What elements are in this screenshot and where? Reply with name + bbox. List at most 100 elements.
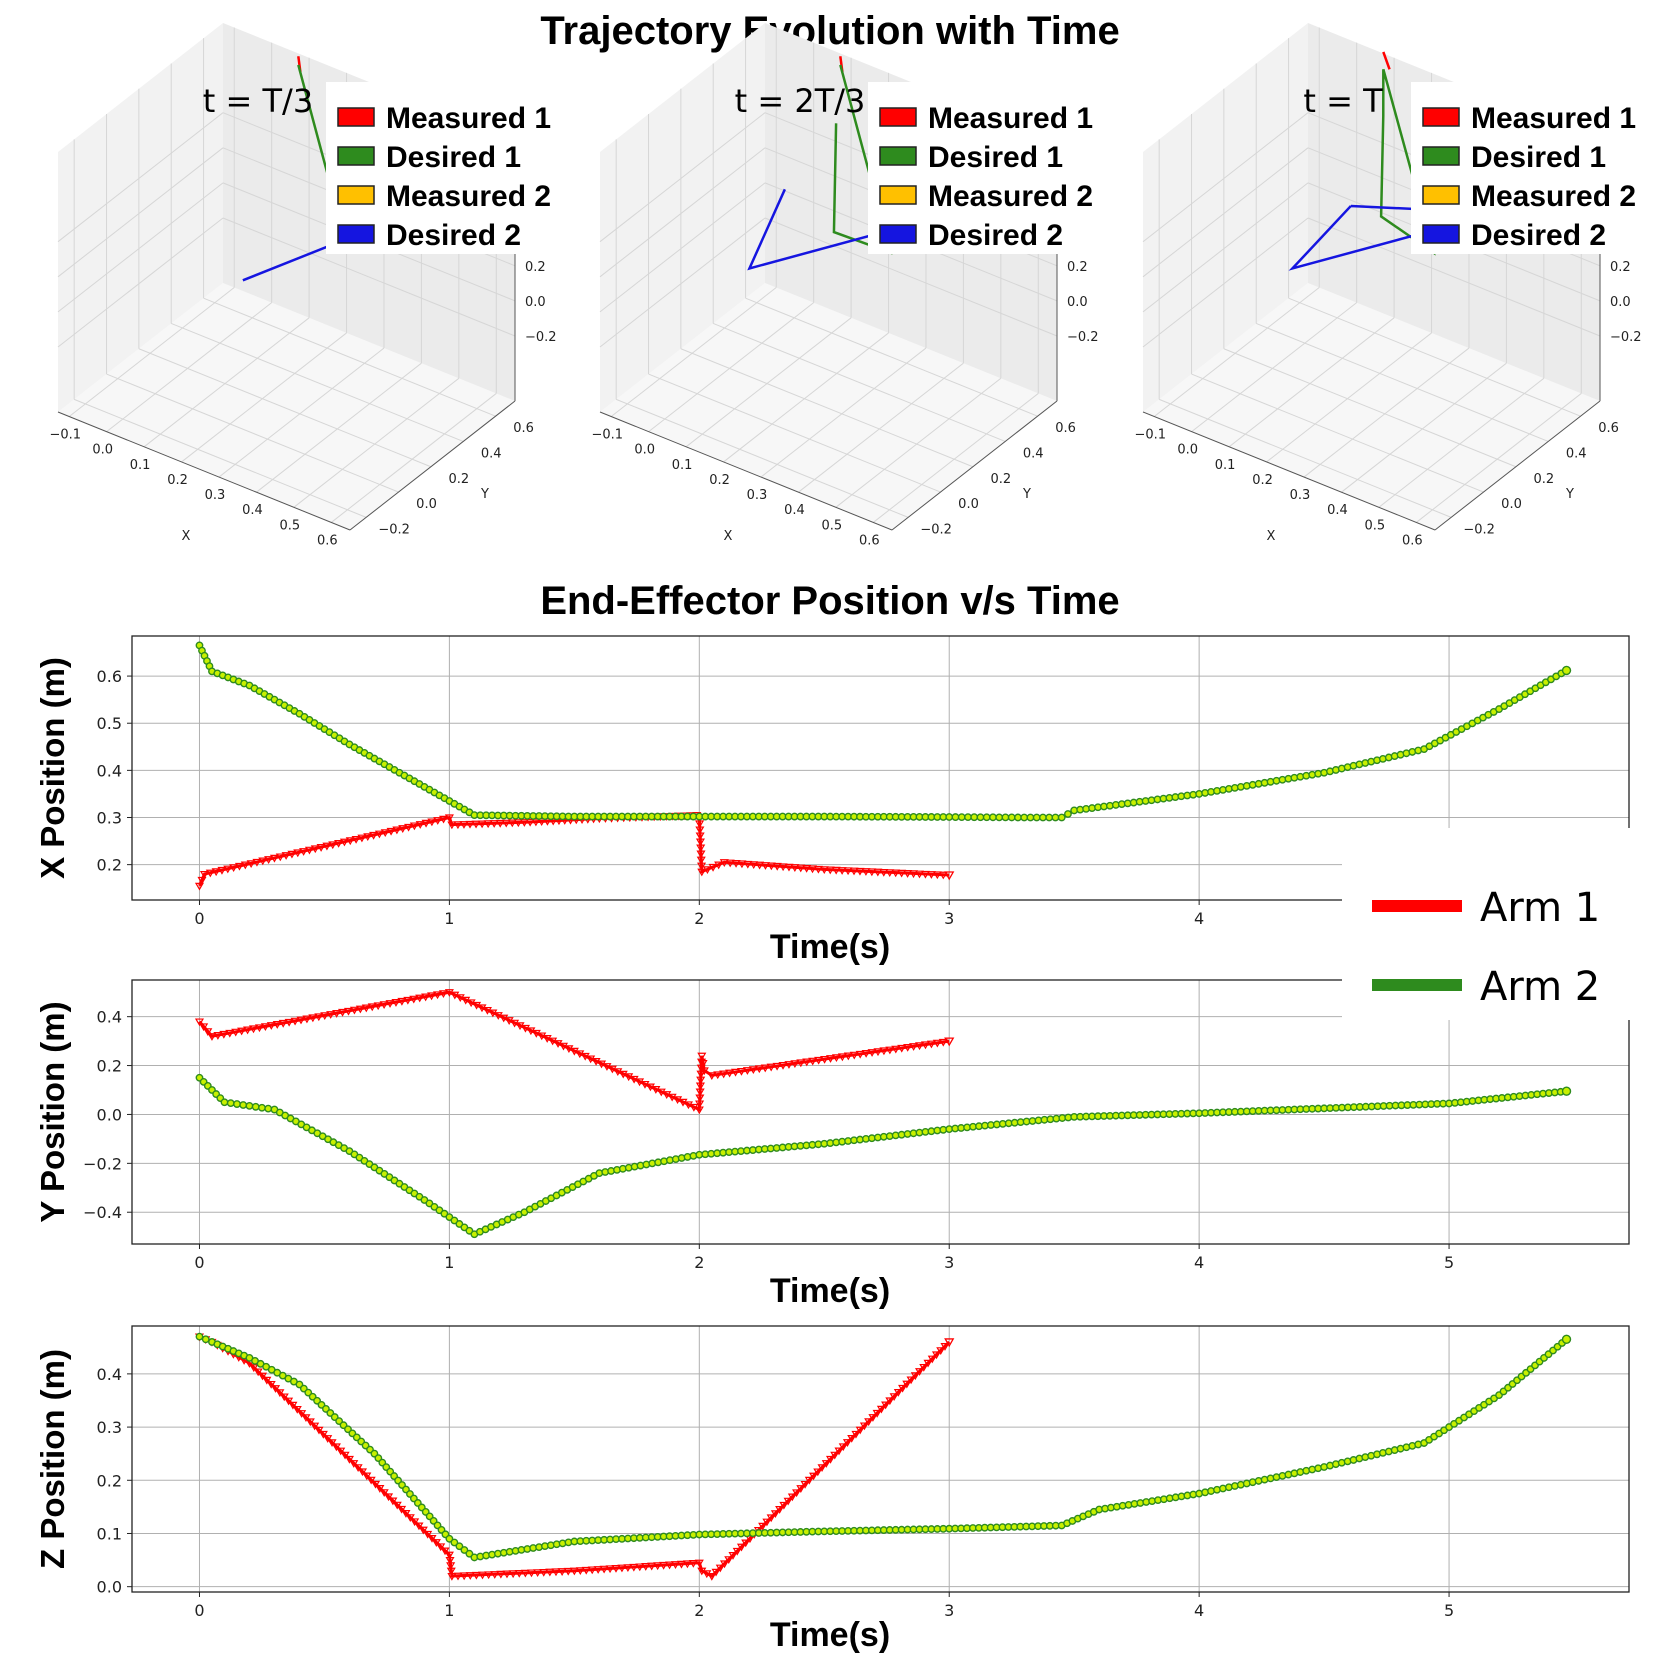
arm1-marker <box>641 1563 651 1571</box>
arm1-marker <box>908 870 919 879</box>
arm1-marker <box>745 1535 755 1544</box>
panel-title: t = T <box>1303 82 1383 120</box>
z-tick-label: 0.2 <box>1610 260 1631 275</box>
x-tick-label: −0.1 <box>49 428 81 443</box>
y-tick-label: 0.4 <box>97 1008 122 1027</box>
arm1-marker <box>551 1568 561 1577</box>
y-tick-label: 0.0 <box>97 1105 122 1124</box>
arm1-marker <box>225 1029 235 1038</box>
arm1-marker <box>339 838 349 847</box>
arm1-marker <box>893 1389 903 1397</box>
arm1-marker <box>699 1067 709 1076</box>
arm1-marker <box>725 1069 735 1078</box>
arm1-marker <box>465 820 475 829</box>
arm2-marker <box>951 813 960 821</box>
z-tick-label: 0.0 <box>1610 295 1631 310</box>
x-tick-label: 5 <box>1444 1253 1454 1272</box>
arm1-marker <box>659 1561 669 1570</box>
x-tick-label: 0.5 <box>280 518 301 533</box>
plot-area <box>132 980 1629 1244</box>
arm1-marker <box>304 846 314 855</box>
y-tick-label: −0.2 <box>1463 522 1495 537</box>
arm2-marker <box>1026 813 1035 822</box>
arm2-marker <box>460 1546 469 1554</box>
arm1-marker <box>514 1570 524 1578</box>
arm1-marker <box>427 818 437 827</box>
arm1-marker <box>284 1018 294 1027</box>
arm1-marker <box>380 829 390 838</box>
arm1-marker <box>427 992 437 1001</box>
arm1-marker <box>665 1561 675 1570</box>
arm1-marker <box>715 1564 725 1573</box>
x-tick-label: 0.4 <box>784 503 805 518</box>
arm1-marker <box>743 860 753 869</box>
x-tick-label: 0.1 <box>1215 458 1236 473</box>
arm1-marker <box>447 821 457 830</box>
floor-grid-x <box>1378 377 1545 508</box>
z-tick-label: 0.2 <box>1067 260 1088 275</box>
arm2-marker <box>226 1099 235 1108</box>
arm1-marker <box>872 1409 882 1418</box>
arm1-marker <box>719 1070 729 1079</box>
arm1-marker <box>453 1572 463 1581</box>
arm1-marker <box>490 1571 500 1579</box>
arm1-marker <box>253 1368 263 1377</box>
arm1-marker <box>837 867 847 875</box>
arm1-marker <box>314 1013 324 1022</box>
arm1-marker <box>694 1559 704 1568</box>
arm1-marker <box>345 837 355 846</box>
arm1-marker <box>837 1053 847 1062</box>
arm1-marker <box>447 1572 457 1581</box>
arm2-marker <box>239 1101 248 1109</box>
series-arm-2 <box>195 1073 1572 1239</box>
arm1-marker <box>772 1062 782 1071</box>
arm1-marker <box>820 1055 830 1064</box>
plot-frame <box>131 635 1630 901</box>
arm2-marker <box>233 1100 241 1108</box>
legend-label: Desired 2 <box>928 219 1063 252</box>
arm1-marker <box>831 1054 841 1063</box>
arm1-marker <box>386 827 396 836</box>
arm1-marker <box>357 834 367 843</box>
series-arm-1 <box>194 989 955 1115</box>
y-tick-label: 0.2 <box>1534 472 1555 487</box>
arm1-marker <box>802 1058 812 1067</box>
y-tick-label: −0.2 <box>920 522 952 537</box>
arm1-marker <box>897 1044 907 1053</box>
arm1-marker <box>531 818 541 827</box>
left-grid-z <box>599 147 766 278</box>
floor-grid-y <box>106 373 399 493</box>
arm1-marker <box>910 1372 920 1381</box>
arm2-marker <box>989 813 997 822</box>
arm1-marker <box>778 1061 788 1070</box>
arm1-marker <box>331 1443 341 1452</box>
arm1-marker <box>288 1401 298 1410</box>
floor-grid-x <box>1341 362 1507 493</box>
arm1-marker <box>436 1543 446 1552</box>
arm1-marker <box>932 871 942 880</box>
arm1-marker <box>290 1017 300 1026</box>
arm1-marker <box>688 1560 698 1568</box>
legend-label: Desired 2 <box>1471 219 1606 252</box>
arm1-marker <box>483 820 493 829</box>
arm1-marker <box>409 822 419 831</box>
panel-legend: Measured 1 Desired 1 Measured 2 Desired 2 <box>326 82 566 254</box>
arm1-marker <box>287 850 297 859</box>
floor-grid-x <box>1415 393 1582 523</box>
arm1-marker <box>802 865 812 873</box>
floor-grid-x <box>1153 287 1320 417</box>
floor-grid-y <box>1191 373 1484 493</box>
arm1-marker <box>264 856 274 864</box>
x-axis-label: X <box>724 529 733 544</box>
arm1-marker <box>292 1405 302 1414</box>
back-grid-z <box>1307 217 1601 337</box>
arm1-marker <box>409 995 419 1004</box>
arm1-marker <box>269 854 279 863</box>
arm1-marker <box>539 1568 549 1577</box>
arm1-marker <box>257 1372 268 1381</box>
arm1-marker <box>340 1451 350 1460</box>
y-tick-label: 0.6 <box>1055 421 1076 436</box>
floor-grid-x <box>685 317 852 448</box>
arm1-marker <box>741 1539 751 1548</box>
arm1-marker <box>787 1493 797 1502</box>
